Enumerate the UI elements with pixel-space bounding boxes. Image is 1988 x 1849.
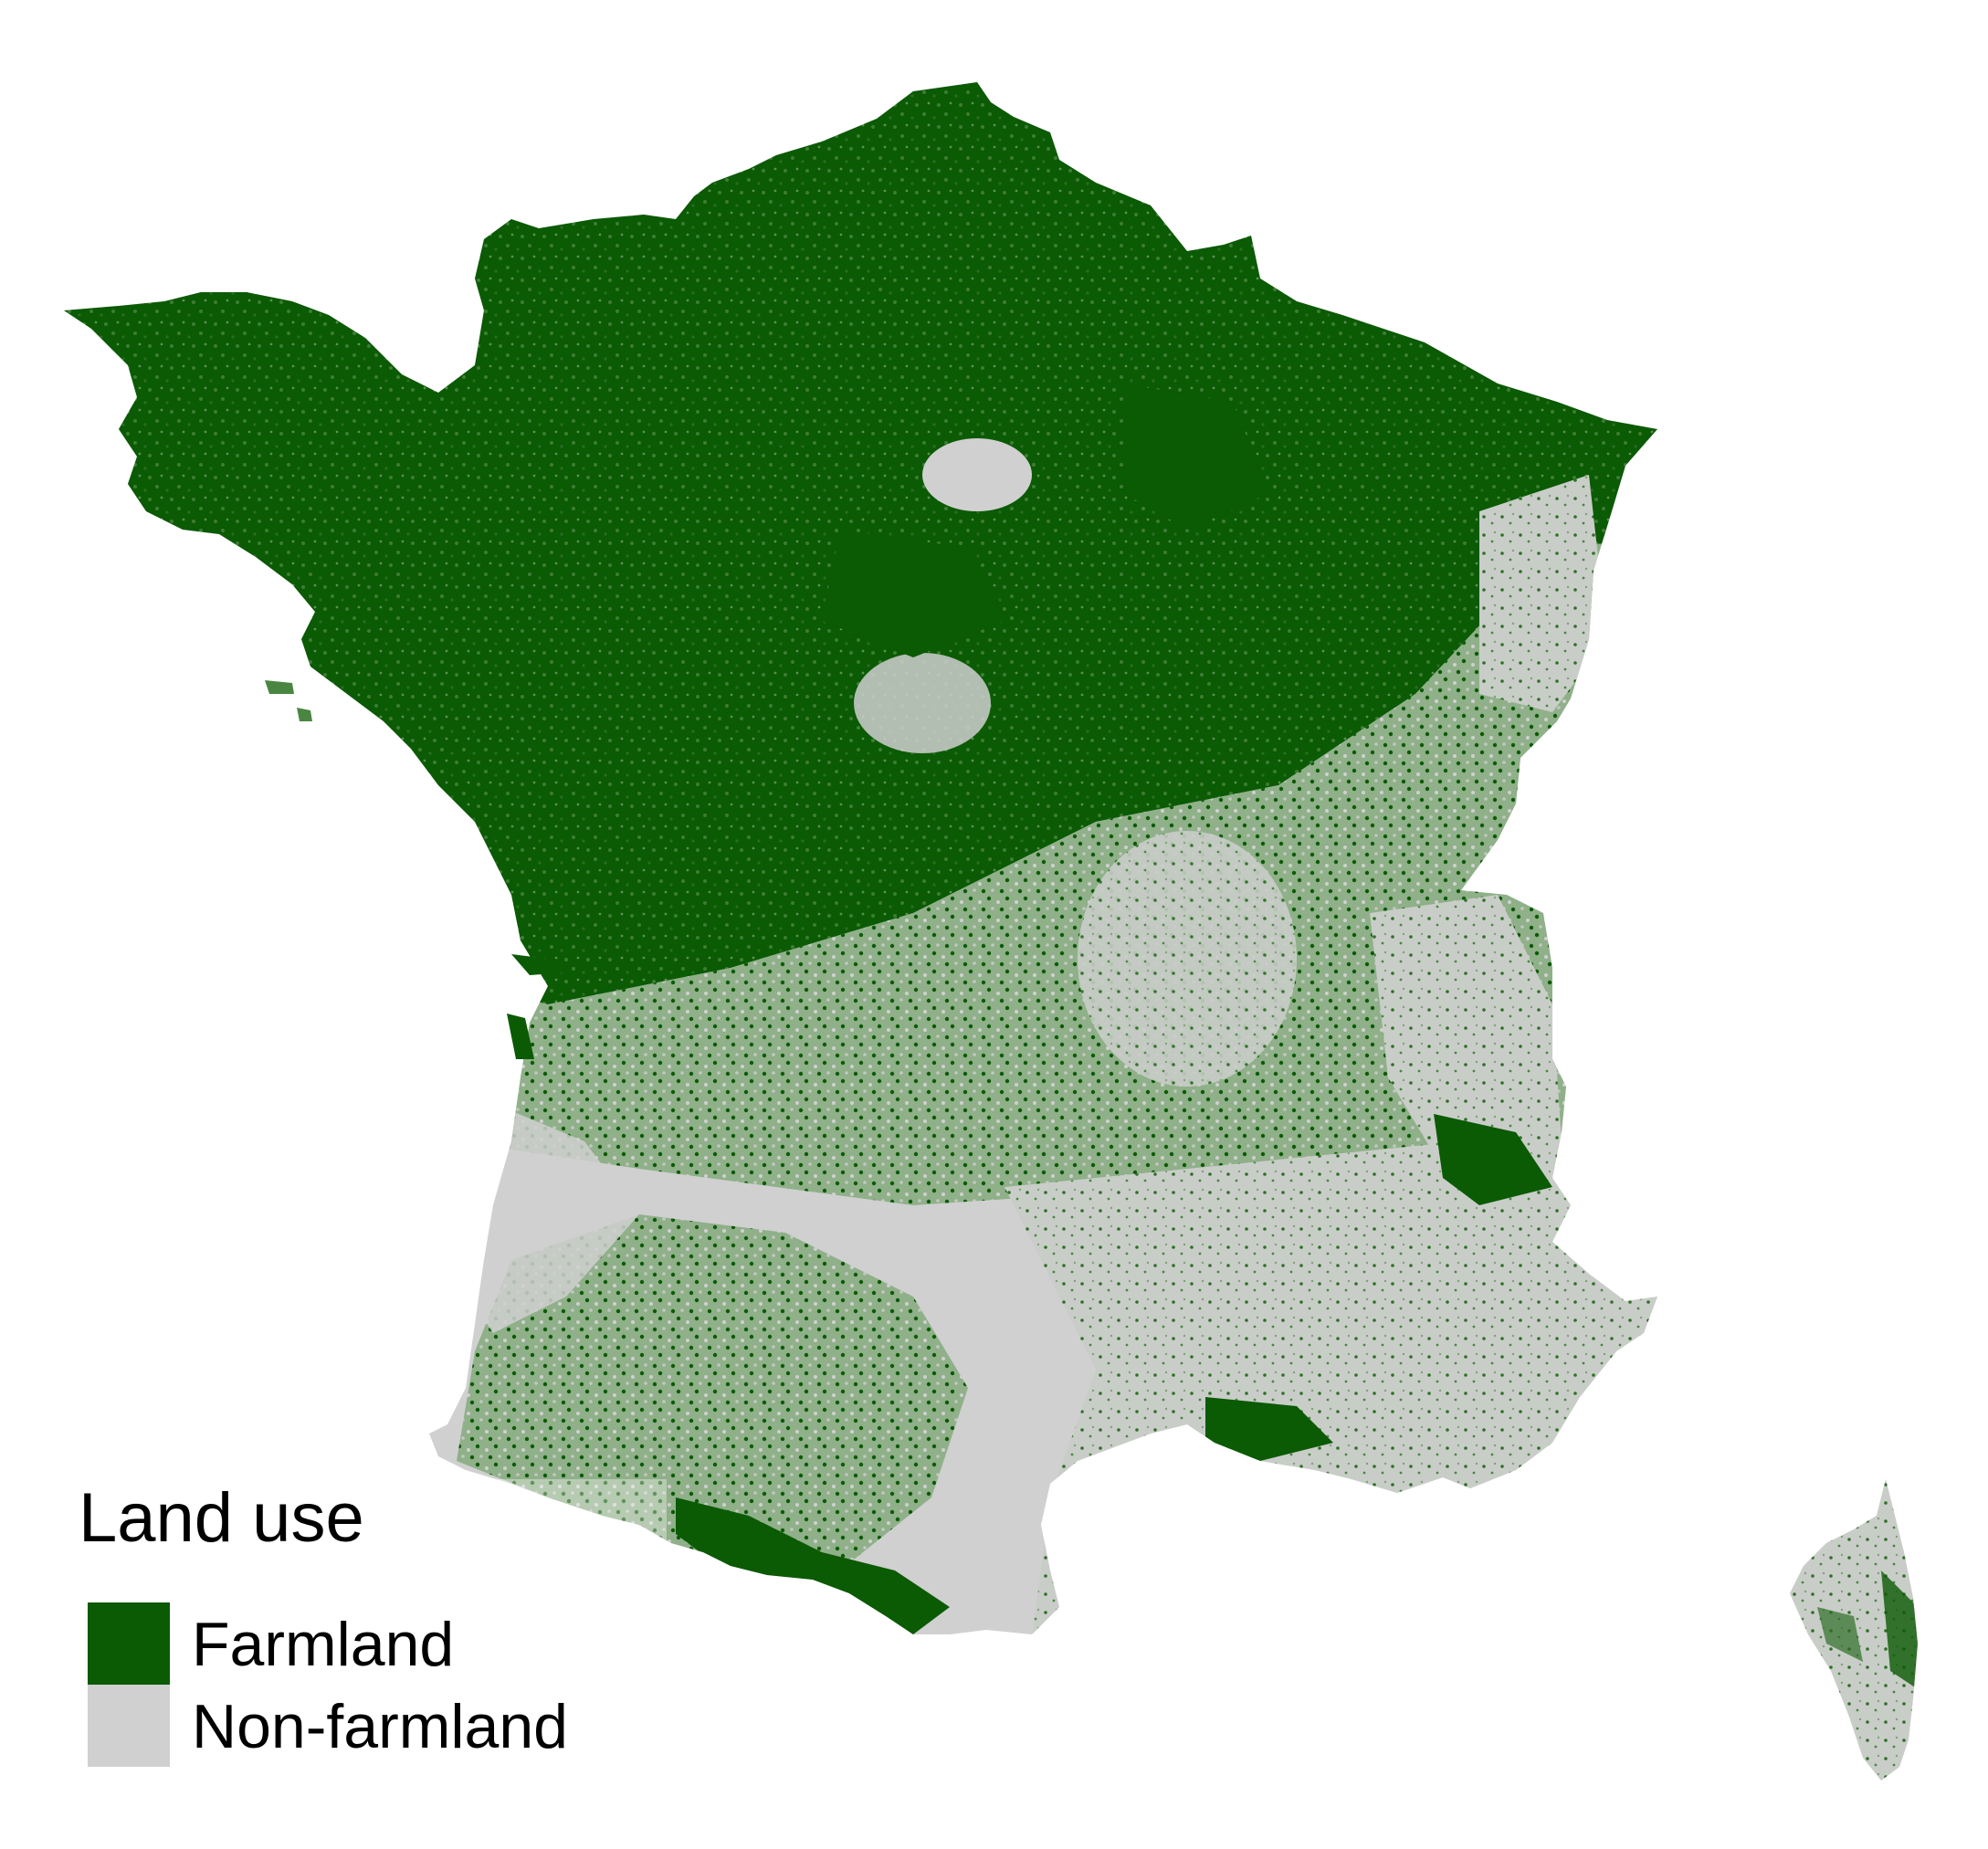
non-farmland-massif (1078, 831, 1297, 1087)
non-farmland-east (1479, 475, 1607, 712)
legend-item-farmland: Farmland (79, 1602, 663, 1685)
legend-swatch-farmland (88, 1602, 170, 1685)
island-re (511, 954, 566, 975)
legend-swatch-non-farmland (88, 1685, 170, 1767)
farmland-champagne (1123, 383, 1269, 530)
legend-label-non-farmland: Non-farmland (192, 1692, 568, 1761)
legend: Land use Farmland Non-farmland (79, 1484, 663, 1794)
island-noirmoutier (297, 708, 312, 721)
corsica (1790, 1479, 1918, 1781)
legend-title: Land use (79, 1479, 364, 1557)
farmland-beauce (822, 530, 1005, 657)
legend-item-non-farmland: Non-farmland (79, 1685, 663, 1767)
non-farmland-sologne (854, 653, 991, 753)
non-farmland-paris (922, 438, 1032, 511)
farmland-pyrenees (676, 1497, 950, 1634)
non-farmland-south (1005, 1096, 1657, 1634)
non-farmland-alps (1370, 895, 1562, 1187)
farmland-south-west (457, 1214, 968, 1571)
farmland-provence (1205, 1397, 1333, 1461)
legend-label-farmland: Farmland (192, 1610, 455, 1679)
farmland-alps-pocket (1434, 1114, 1552, 1205)
island-oleron (507, 1014, 534, 1059)
island-belle-ile (265, 680, 294, 694)
